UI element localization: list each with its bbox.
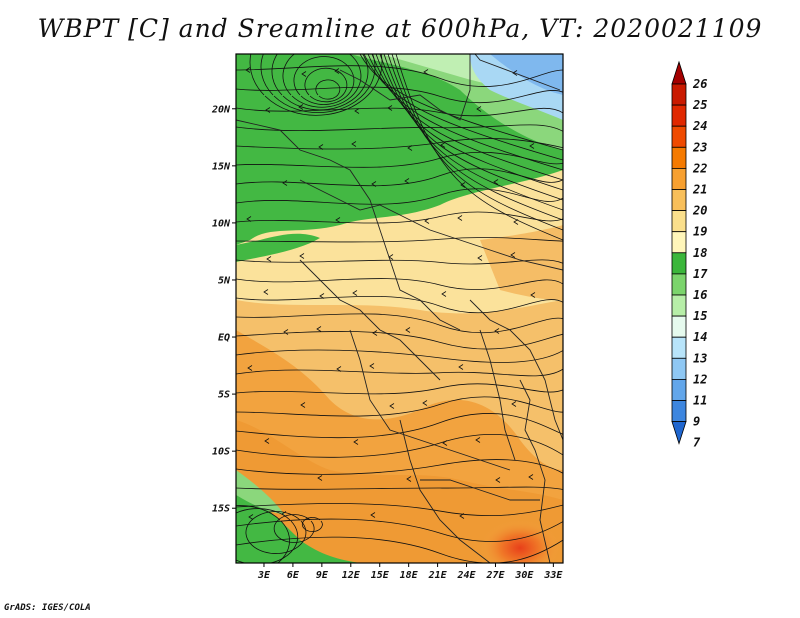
lon-tick-label: 33E — [543, 570, 563, 581]
colorbar-label: 19 — [693, 225, 707, 239]
lon-tick-label: 12E — [342, 570, 361, 581]
colorbar-label: 17 — [693, 267, 708, 281]
colorbar-top-arrow — [672, 62, 686, 84]
lon-tick-label: 6E — [287, 570, 300, 581]
colorbar-segment — [672, 190, 686, 211]
colorbar-label: 11 — [693, 394, 707, 408]
weather-map: 20N 15N 10N 5N EQ 5S 10S 15S 3E 6E 9E 12E 15E 18E 21E… — [0, 0, 800, 618]
lat-tick-label: 10S — [212, 447, 230, 458]
colorbar: 26 25 24 23 22 21 20 19 18 17 16 15 14 13 12 11 9 7 — [672, 62, 708, 450]
latitude-axis: 20N 15N 10N 5N EQ 5S 10S 15S — [211, 104, 236, 514]
colorbar-label: 9 — [693, 415, 700, 429]
colorbar-segment — [672, 105, 686, 126]
lat-tick-label: 15S — [212, 504, 230, 515]
colorbar-segment — [672, 84, 686, 105]
map-plot-area — [190, 10, 563, 576]
colorbar-label: 21 — [692, 183, 707, 197]
colorbar-segment — [672, 316, 686, 337]
colorbar-segment — [672, 168, 686, 189]
colorbar-segment — [672, 401, 686, 422]
lat-tick-label: 15N — [212, 161, 231, 172]
lon-tick-label: 3E — [257, 570, 271, 581]
colorbar-bottom-arrow — [672, 422, 686, 444]
colorbar-label: 22 — [692, 161, 707, 175]
colorbar-label: 14 — [693, 330, 707, 344]
lon-tick-label: 15E — [371, 570, 390, 581]
colorbar-segment — [672, 147, 686, 168]
lat-tick-label: 20N — [211, 104, 231, 115]
colorbar-label: 24 — [692, 119, 707, 133]
lon-tick-label: 30E — [514, 570, 534, 581]
lat-tick-label: 5S — [218, 390, 230, 401]
lat-tick-label: 10N — [212, 218, 231, 229]
colorbar-segment — [672, 379, 686, 400]
colorbar-segment — [672, 358, 686, 379]
colorbar-label: 18 — [693, 246, 707, 260]
colorbar-label: 7 — [693, 436, 701, 450]
lon-tick-label: 27E — [485, 570, 505, 581]
wbpt-hotspot — [480, 520, 560, 576]
colorbar-segment — [672, 295, 686, 316]
colorbar-label: 12 — [693, 372, 707, 386]
colorbar-segment — [672, 232, 686, 253]
colorbar-segment — [672, 337, 686, 358]
colorbar-label: 15 — [693, 309, 707, 323]
colorbar-segment — [672, 274, 686, 295]
colorbar-label: 13 — [693, 351, 707, 365]
colorbar-segment — [672, 126, 686, 147]
colorbar-label: 20 — [692, 204, 707, 218]
lat-tick-label: 5N — [218, 275, 231, 286]
longitude-axis: 3E 6E 9E 12E 15E 18E 21E 24E 27E 30E 33E — [257, 563, 563, 581]
lon-tick-label: 21E — [428, 570, 448, 581]
lat-tick-label: EQ — [218, 333, 230, 344]
colorbar-label: 26 — [692, 77, 707, 91]
colorbar-label: 23 — [692, 140, 707, 154]
lon-tick-label: 18E — [400, 570, 419, 581]
colorbar-segment — [672, 211, 686, 232]
lon-tick-label: 24E — [457, 570, 477, 581]
colorbar-label: 25 — [692, 98, 707, 112]
colorbar-label: 16 — [693, 288, 707, 302]
colorbar-segment — [672, 253, 686, 274]
lon-tick-label: 9E — [316, 570, 329, 581]
grads-credit: GrADS: IGES/COLA — [4, 603, 91, 613]
